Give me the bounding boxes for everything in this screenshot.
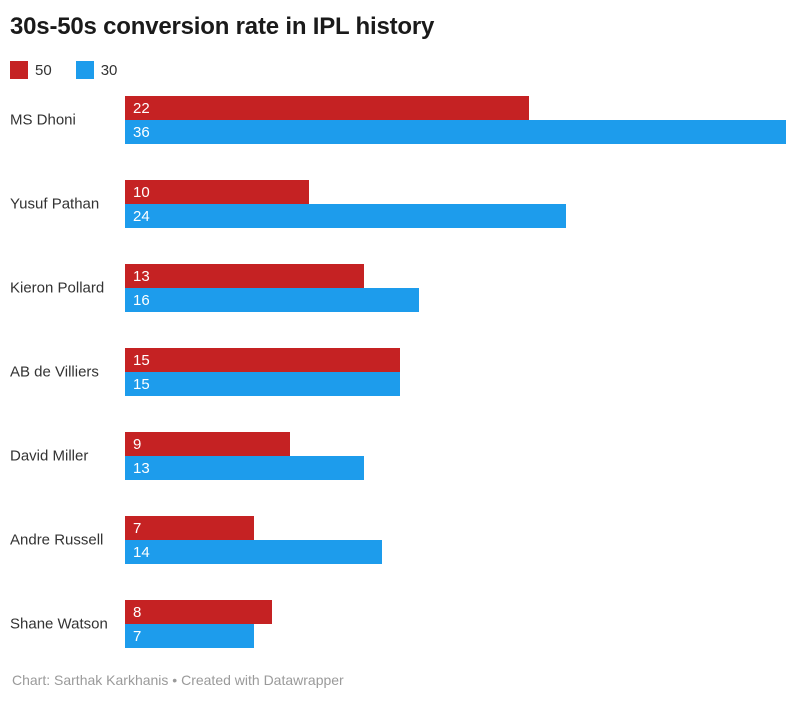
chart-footer: Chart: Sarthak Karkhanis • Created with …	[12, 672, 344, 688]
bar-30-ab-de-villiers[interactable]: 15	[125, 372, 400, 396]
value-label: 14	[133, 543, 150, 561]
bar-group: Yusuf Pathan 10 24	[0, 180, 800, 228]
bar-50-kieron-pollard[interactable]: 13	[125, 264, 364, 288]
bar-30-david-miller[interactable]: 13	[125, 456, 364, 480]
bar-group: David Miller 9 13	[0, 432, 800, 480]
legend-swatch-30-icon	[75, 61, 94, 79]
value-label: 22	[133, 99, 150, 117]
category-label: AB de Villiers	[10, 363, 99, 381]
bar-group: Kieron Pollard 13 16	[0, 264, 800, 312]
bar-30-yusuf-pathan[interactable]: 24	[125, 204, 566, 228]
value-label: 13	[133, 459, 150, 477]
value-label: 15	[133, 351, 150, 369]
value-label: 8	[133, 603, 142, 621]
bar-group: MS Dhoni 22 36	[0, 96, 800, 144]
bar-30-kieron-pollard[interactable]: 16	[125, 288, 419, 312]
value-label: 13	[133, 267, 150, 285]
legend-label-30: 30	[100, 61, 118, 79]
bar-50-shane-watson[interactable]: 8	[125, 600, 272, 624]
value-label: 7	[133, 627, 142, 645]
chart-title: 30s-50s conversion rate in IPL history	[10, 13, 435, 40]
value-label: 16	[133, 291, 150, 309]
legend-item-50[interactable]: 50	[10, 61, 52, 79]
bar-group: Shane Watson 8 7	[0, 600, 800, 648]
category-label: Kieron Pollard	[10, 279, 105, 297]
category-label: Yusuf Pathan	[10, 195, 100, 213]
bar-50-ab-de-villiers[interactable]: 15	[125, 348, 400, 372]
value-label: 24	[133, 207, 150, 225]
value-label: 36	[133, 123, 150, 141]
legend: 50 30	[10, 61, 117, 79]
bar-50-ms-dhoni[interactable]: 22	[125, 96, 529, 120]
value-label: 10	[133, 183, 150, 201]
category-label: Shane Watson	[10, 615, 108, 633]
bar-50-david-miller[interactable]: 9	[125, 432, 290, 456]
bar-group: AB de Villiers 15 15	[0, 348, 800, 396]
category-label: David Miller	[10, 447, 89, 465]
value-label: 7	[133, 519, 142, 537]
bar-group: Andre Russell 7 14	[0, 516, 800, 564]
category-label: MS Dhoni	[10, 111, 76, 129]
value-label: 9	[133, 435, 142, 453]
value-label: 15	[133, 375, 150, 393]
bar-30-shane-watson[interactable]: 7	[125, 624, 254, 648]
legend-item-30[interactable]: 30	[75, 61, 118, 79]
category-label: Andre Russell	[10, 531, 104, 549]
legend-label-50: 50	[35, 61, 52, 79]
bar-chart: MS Dhoni 22 36 Yusuf Pathan 10 24 Kieron Polla…	[0, 96, 800, 684]
bar-50-andre-russell[interactable]: 7	[125, 516, 254, 540]
bar-30-andre-russell[interactable]: 14	[125, 540, 382, 564]
bar-30-ms-dhoni[interactable]: 36	[125, 120, 786, 144]
legend-swatch-50-icon	[10, 61, 28, 79]
bar-50-yusuf-pathan[interactable]: 10	[125, 180, 309, 204]
